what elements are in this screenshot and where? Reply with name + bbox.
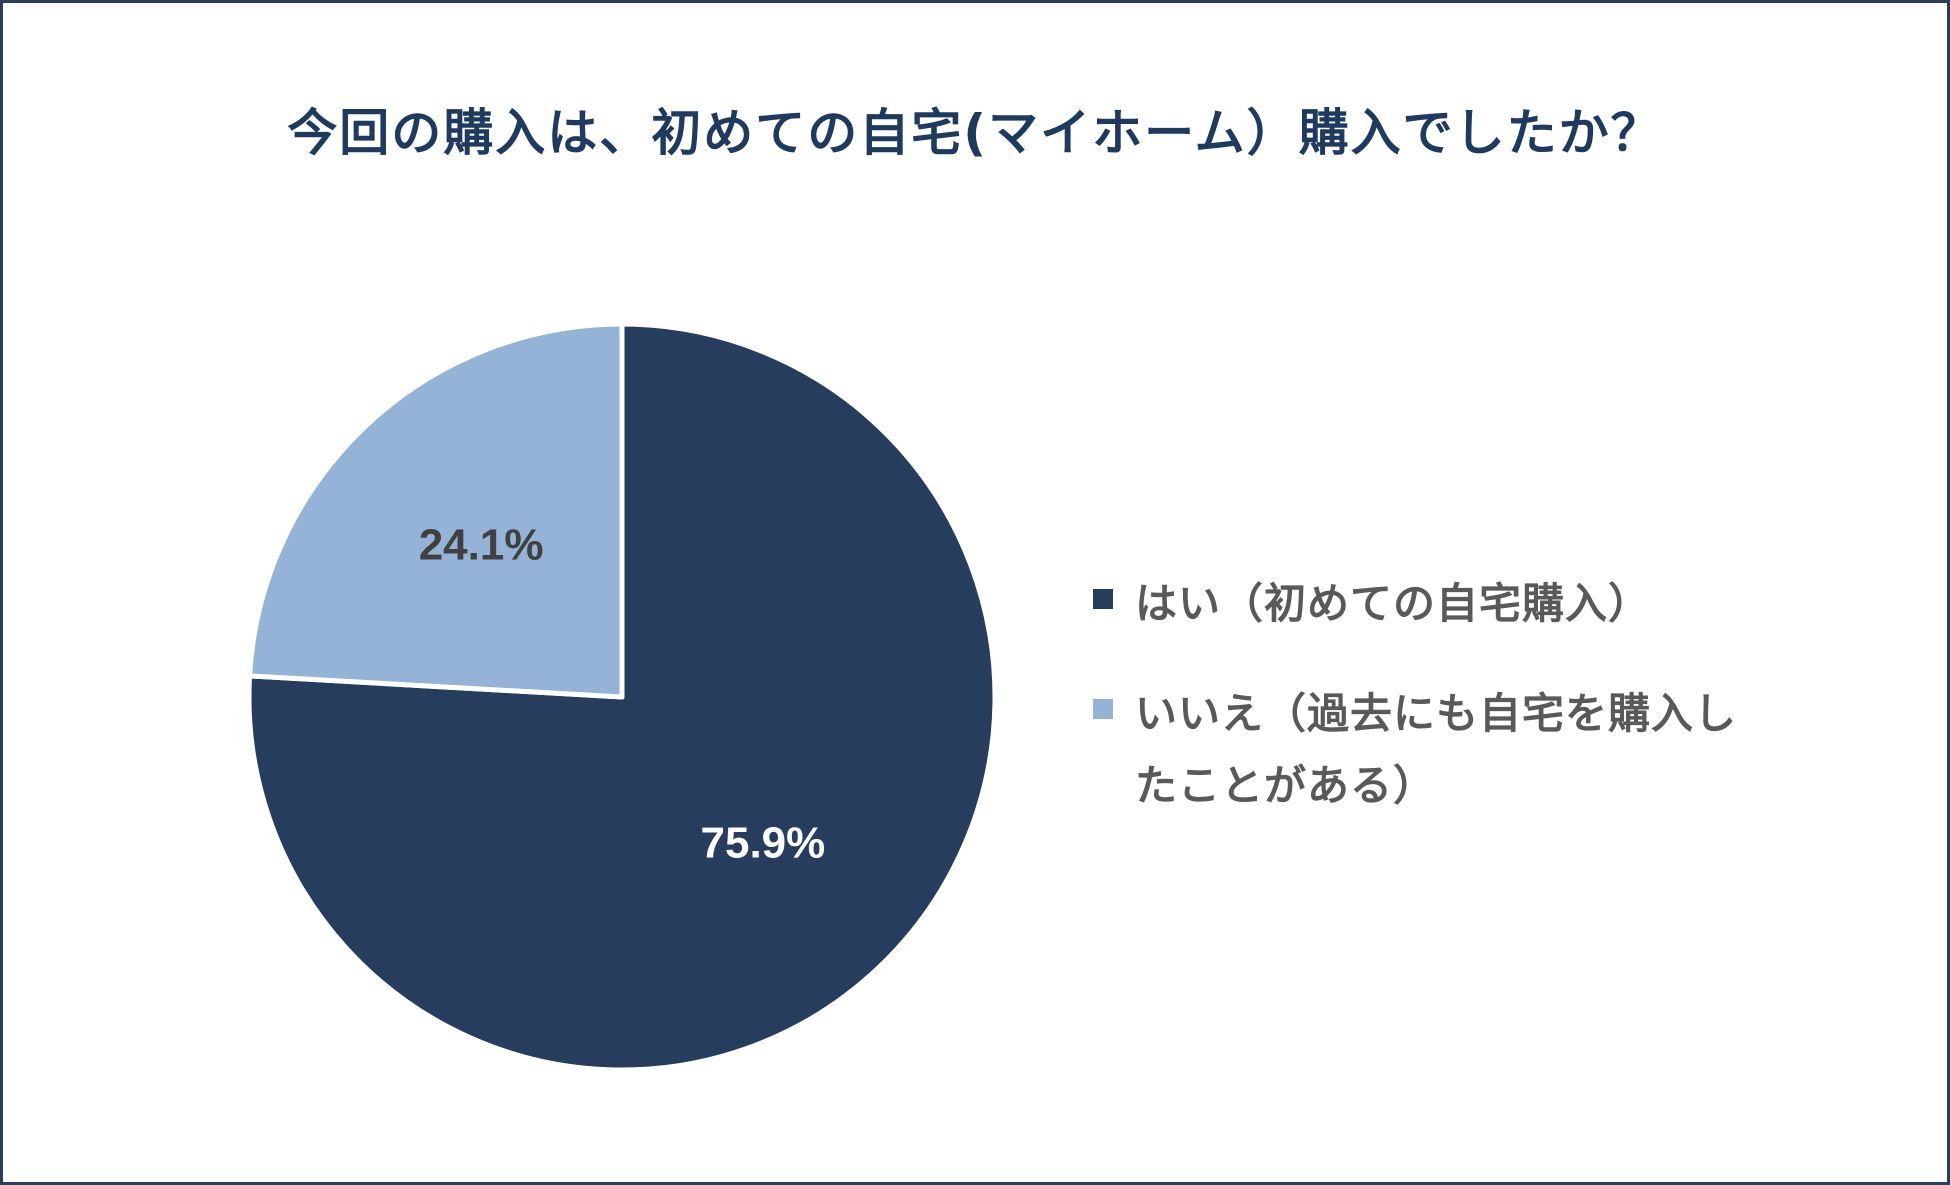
data-label-no: 24.1% (419, 521, 544, 570)
chart-title: 今回の購入は、初めての自宅(マイホーム）購入でしたか？ (287, 104, 1663, 162)
pie-chart: 75.9% 24.1% (246, 321, 998, 1073)
pie-slice-no (247, 321, 625, 700)
data-label-yes: 75.9% (701, 819, 826, 868)
pie-slice-yes (246, 321, 998, 1073)
pie-data-labels: 75.9% 24.1% (419, 521, 826, 868)
legend-swatch-yes (1093, 589, 1113, 609)
legend-swatch-no (1093, 699, 1113, 719)
pie-slices (246, 321, 998, 1073)
legend-item-no: いいえ（過去にも自宅を購入したことがある） (1093, 678, 1775, 822)
legend: はい（初めての自宅購入） いいえ（過去にも自宅を購入したことがある） (1093, 568, 1793, 860)
legend-label-yes: はい（初めての自宅購入） (1135, 579, 1652, 628)
legend-label-no: いいえ（過去にも自宅を購入したことがある） (1135, 689, 1738, 810)
legend-item-yes: はい（初めての自宅購入） (1093, 568, 1793, 640)
